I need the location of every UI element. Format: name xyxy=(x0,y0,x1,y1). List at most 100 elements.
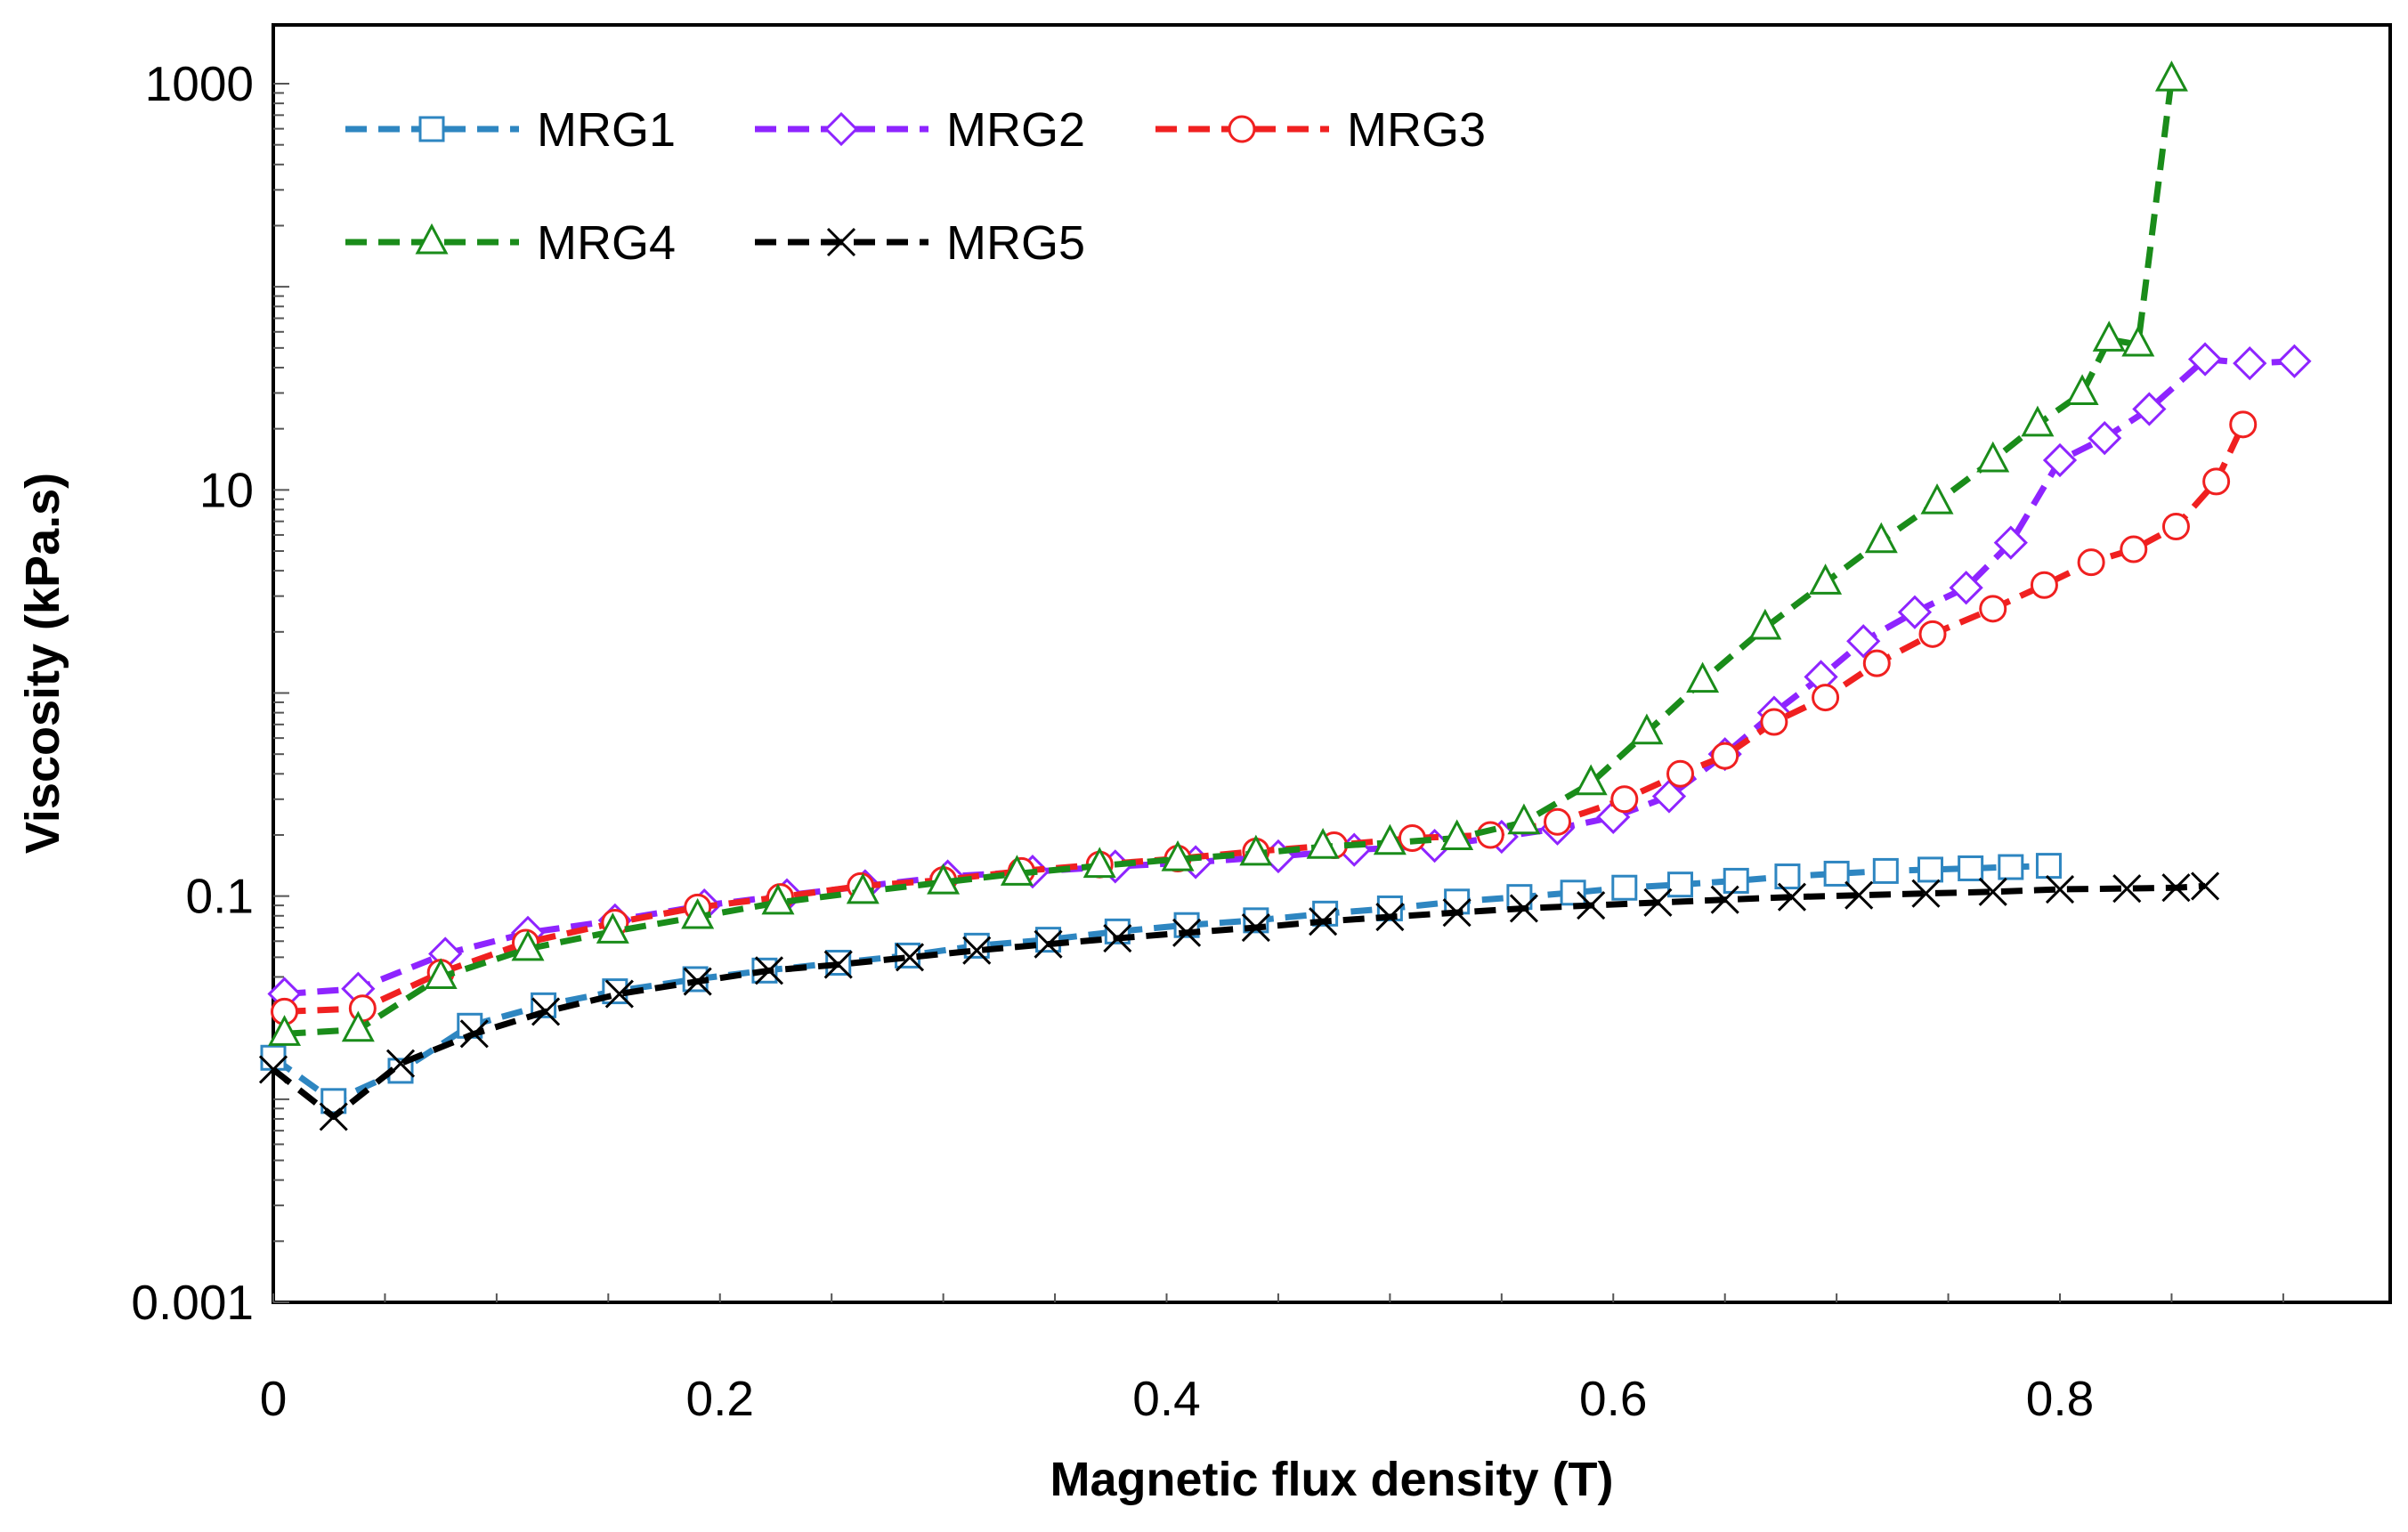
data-point-mrg5 xyxy=(1509,894,1538,923)
data-point-mrg1 xyxy=(1917,856,1943,883)
data-point-mrg3 xyxy=(2202,467,2231,496)
data-point-mrg2 xyxy=(2042,442,2078,478)
data-point-mrg4 xyxy=(1976,441,2010,473)
data-point-mrg3 xyxy=(1760,708,1788,736)
data-point-mrg5 xyxy=(258,1055,288,1084)
data-point-mrg4 xyxy=(1920,482,1954,515)
legend-entry-mrg4: MRG4 xyxy=(345,216,676,270)
legend-marker-mrg1 xyxy=(418,116,445,142)
data-point-mrg5 xyxy=(1442,898,1472,928)
y-tick-label: 0.001 xyxy=(131,1275,254,1330)
x-axis-title: Magnetic flux density (T) xyxy=(1050,1453,1613,1506)
legend-label-mrg5: MRG5 xyxy=(946,216,1085,270)
data-point-mrg4 xyxy=(511,929,545,961)
data-point-mrg4 xyxy=(1507,803,1541,835)
data-point-mrg4 xyxy=(341,1010,375,1042)
data-point-mrg1 xyxy=(1667,871,1694,898)
data-point-mrg1 xyxy=(1560,879,1586,906)
legend-entry-mrg5: MRG5 xyxy=(755,216,1085,270)
legend-entry-mrg1: MRG1 xyxy=(345,103,676,157)
data-point-mrg5 xyxy=(1777,882,1807,912)
data-point-mrg5 xyxy=(1034,929,1063,959)
data-point-mrg5 xyxy=(823,950,853,979)
data-point-mrg2 xyxy=(2277,344,2312,378)
data-point-mrg5 xyxy=(754,956,784,985)
data-point-mrg2 xyxy=(2132,392,2167,426)
y-tick-label: 1000 xyxy=(145,56,254,111)
data-point-mrg1 xyxy=(1872,857,1899,884)
data-point-mrg5 xyxy=(385,1049,416,1078)
data-point-mrg4 xyxy=(1373,823,1407,855)
data-point-mrg5 xyxy=(962,936,992,965)
legend-marker-mrg5 xyxy=(826,227,856,257)
data-point-mrg4 xyxy=(2021,405,2055,437)
x-tick-label: 0.6 xyxy=(1579,1371,1647,1426)
legend-label-mrg3: MRG3 xyxy=(1347,103,1486,157)
data-point-mrg1 xyxy=(1998,854,2024,880)
data-point-mrg5 xyxy=(1103,923,1132,953)
data-point-mrg2 xyxy=(2187,342,2223,377)
data-point-mrg1 xyxy=(2035,853,2062,879)
data-point-mrg5 xyxy=(1309,907,1338,936)
data-point-mrg4 xyxy=(1082,847,1116,879)
data-point-mrg3 xyxy=(1711,742,1739,770)
data-point-mrg5 xyxy=(459,1019,489,1049)
data-point-mrg3 xyxy=(2120,535,2148,563)
data-point-mrg4 xyxy=(1161,839,1195,871)
data-point-mrg2 xyxy=(1949,571,1983,605)
data-point-mrg1 xyxy=(1958,855,1984,881)
data-point-mrg4 xyxy=(1809,563,1843,595)
data-point-mrg4 xyxy=(1864,522,1898,554)
legend-entry-mrg3: MRG3 xyxy=(1155,103,1486,157)
x-tick-label: 0.8 xyxy=(2026,1371,2094,1426)
data-point-mrg5 xyxy=(895,943,925,972)
data-point-mrg4 xyxy=(1686,661,1720,693)
data-point-mrg3 xyxy=(1666,759,1695,788)
data-point-mrg4 xyxy=(1440,819,1474,851)
data-point-mrg2 xyxy=(1846,624,1881,659)
series-mrg4 xyxy=(268,60,2188,1046)
data-point-mrg4 xyxy=(2121,325,2155,357)
x-tick-label: 0.2 xyxy=(686,1371,754,1426)
x-tick-label: 0 xyxy=(260,1371,288,1426)
data-point-mrg3 xyxy=(2229,410,2258,439)
data-point-mrg4 xyxy=(681,897,715,929)
data-point-mrg4 xyxy=(1239,834,1273,866)
data-point-mrg2 xyxy=(1651,779,1687,814)
data-point-mrg4 xyxy=(2065,374,2099,405)
legend-label-mrg2: MRG2 xyxy=(946,103,1085,157)
series-line-mrg4 xyxy=(284,78,2175,1037)
data-point-mrg4 xyxy=(846,872,880,904)
data-point-mrg5 xyxy=(2161,873,2191,903)
y-tick-label: 10 xyxy=(199,462,254,517)
data-point-mrg4 xyxy=(927,863,961,895)
data-point-mrg4 xyxy=(761,883,795,915)
data-point-mrg4 xyxy=(1748,608,1782,640)
data-point-mrg3 xyxy=(1610,785,1639,814)
data-point-mrg5 xyxy=(2112,874,2142,904)
data-point-mrg3 xyxy=(348,994,377,1023)
data-point-mrg5 xyxy=(319,1102,348,1131)
legend-marker-mrg2 xyxy=(823,111,859,147)
plot-frame xyxy=(272,23,2392,1304)
data-point-mrg3 xyxy=(2077,548,2105,577)
data-point-mrg4 xyxy=(2092,320,2126,352)
data-point-mrg1 xyxy=(1035,927,1062,953)
data-point-mrg1 xyxy=(1611,874,1638,901)
y-axis-title: Viscosity (kPa.s) xyxy=(16,473,69,854)
data-point-mrg5 xyxy=(1911,879,1941,908)
data-point-mrg5 xyxy=(1845,880,1874,910)
data-point-mrg5 xyxy=(1172,918,1202,947)
data-point-mrg3 xyxy=(1812,684,1840,712)
data-point-mrg2 xyxy=(1897,595,1933,629)
data-point-mrg4 xyxy=(1574,764,1608,796)
data-point-mrg5 xyxy=(1710,885,1739,914)
data-point-mrg3 xyxy=(2161,513,2190,541)
legend-marker-mrg3 xyxy=(1228,115,1256,143)
data-point-mrg4 xyxy=(268,1015,302,1046)
data-point-mrg5 xyxy=(1577,891,1606,920)
data-point-mrg2 xyxy=(2233,346,2267,381)
data-point-mrg3 xyxy=(1918,620,1947,648)
data-point-mrg3 xyxy=(1544,807,1572,836)
